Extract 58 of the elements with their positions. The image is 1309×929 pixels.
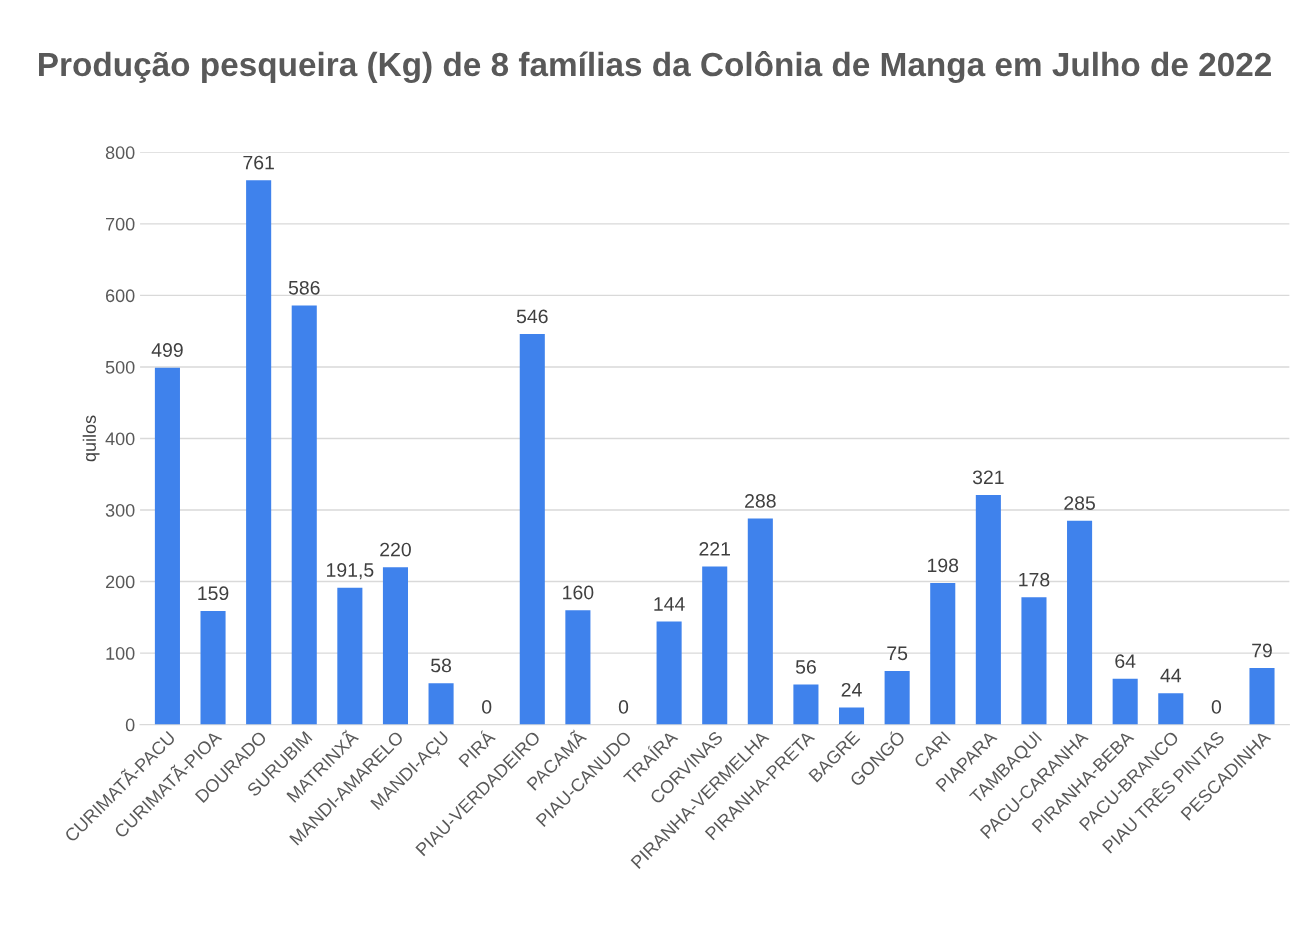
y-tick-label: 700 <box>106 217 135 231</box>
data-label: 285 <box>1064 496 1095 510</box>
y-tick-label: 400 <box>105 432 135 446</box>
y-tick-label: 600 <box>106 289 135 303</box>
data-label: 44 <box>1160 668 1182 683</box>
data-label: 0 <box>1211 700 1222 714</box>
y-tick-label: 100 <box>106 647 135 660</box>
bar <box>884 670 910 725</box>
data-label: 144 <box>654 597 685 611</box>
data-label: 586 <box>288 280 320 295</box>
bar <box>382 567 409 725</box>
y-tick-label: 200 <box>105 575 135 589</box>
y-tick-label: 800 <box>105 146 135 160</box>
bar <box>1067 520 1093 725</box>
bar <box>1158 693 1184 725</box>
bar <box>1021 597 1047 725</box>
y-tick-label: 0 <box>125 718 135 732</box>
data-label: 75 <box>887 646 908 661</box>
data-label: 546 <box>516 309 548 324</box>
bar <box>793 684 819 725</box>
bar <box>656 621 682 725</box>
bar <box>930 582 956 725</box>
data-label: 64 <box>1115 654 1136 669</box>
bar <box>291 305 317 725</box>
data-label: 191,5 <box>327 563 374 580</box>
bar <box>519 334 545 725</box>
data-label: 288 <box>745 494 776 508</box>
data-label: 761 <box>243 155 274 170</box>
data-label: 0 <box>618 700 629 714</box>
data-label: 220 <box>380 542 411 557</box>
bar <box>1249 668 1275 725</box>
data-label: 79 <box>1252 643 1272 658</box>
data-label: 24 <box>841 682 862 697</box>
bar <box>337 587 363 725</box>
data-label: 198 <box>928 558 959 573</box>
bar <box>747 518 773 725</box>
y-tick-label: 500 <box>105 360 135 374</box>
bar <box>838 707 865 725</box>
y-axis-title: quilos <box>82 415 100 462</box>
bar <box>702 566 728 725</box>
bar <box>246 180 272 725</box>
bar <box>428 683 454 725</box>
data-label: 159 <box>198 586 229 601</box>
data-label: 0 <box>482 700 492 714</box>
data-label: 499 <box>151 343 183 357</box>
data-label: 321 <box>972 470 1004 485</box>
bar <box>200 610 226 725</box>
data-label: 160 <box>563 585 594 600</box>
bar <box>154 367 180 725</box>
data-label: 221 <box>699 541 730 556</box>
chart-title: Produção pesqueira (Kg) de 8 famílias da Colônia de Manga em Julho de 2022 <box>39 51 1271 84</box>
bar <box>1112 678 1138 725</box>
bar <box>565 610 591 725</box>
y-tick-label: 300 <box>105 503 135 517</box>
data-label: 56 <box>795 660 816 674</box>
data-label: 58 <box>431 658 452 673</box>
bar <box>975 495 1001 725</box>
data-label: 178 <box>1019 572 1050 587</box>
